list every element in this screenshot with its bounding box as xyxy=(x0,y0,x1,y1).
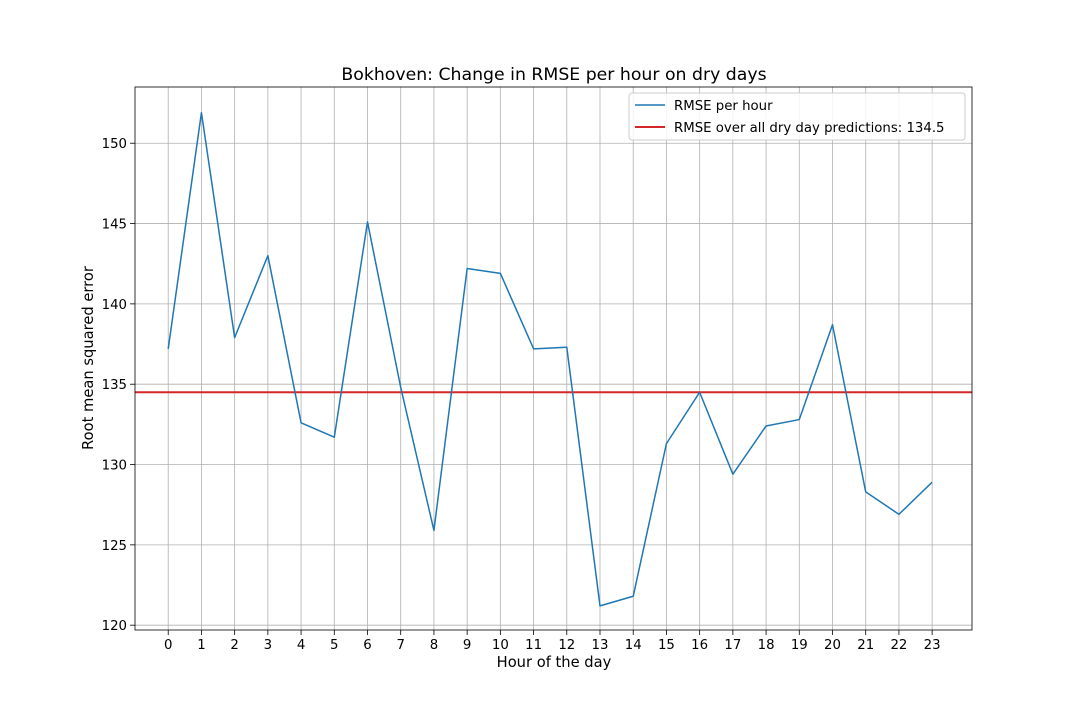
x-tick-label: 19 xyxy=(791,638,808,653)
y-tick-label: 150 xyxy=(102,137,127,152)
y-tick-label: 145 xyxy=(102,218,127,233)
x-tick-label: 14 xyxy=(625,638,642,653)
series-line-rmse-per-hour xyxy=(167,111,933,607)
x-tick-label: 18 xyxy=(758,638,775,653)
y-tick-label: 130 xyxy=(102,459,127,474)
legend-label-overall-rmse: RMSE over all dry day predictions: 134.5 xyxy=(674,121,945,136)
x-tick-label: 2 xyxy=(230,638,238,653)
y-axis-label: Root mean squared error xyxy=(80,265,97,450)
x-axis-label: Hour of the day xyxy=(497,654,612,671)
x-tick-label: 17 xyxy=(724,638,741,653)
axes xyxy=(134,86,973,631)
legend-box xyxy=(628,92,966,141)
x-tick-label: 4 xyxy=(297,638,305,653)
x-tick-label: 9 xyxy=(463,638,471,653)
y-tick-label: 135 xyxy=(102,378,127,393)
legend-label-rmse-per-hour: RMSE per hour xyxy=(674,99,773,114)
x-tick-label: 10 xyxy=(492,638,509,653)
x-tick-label: 23 xyxy=(924,638,941,653)
chart-title: Bokhoven: Change in RMSE per hour on dry… xyxy=(341,65,766,85)
x-tick-label: 1 xyxy=(197,638,205,653)
x-tick-label: 0 xyxy=(164,638,172,653)
y-tick-label: 120 xyxy=(102,619,127,634)
legend: RMSE per hour RMSE over all dry day predi… xyxy=(628,92,966,141)
x-tick-label: 7 xyxy=(396,638,404,653)
x-tick-label: 21 xyxy=(857,638,874,653)
x-tick-label: 5 xyxy=(330,638,338,653)
plot-frame xyxy=(134,86,973,631)
x-tick-label: 6 xyxy=(363,638,371,653)
x-tick-label: 13 xyxy=(592,638,609,653)
x-tick-label: 8 xyxy=(430,638,438,653)
y-axis-ticks: 120 125 130 135 140 145 150 xyxy=(102,137,135,634)
series-lines xyxy=(167,111,933,607)
x-tick-label: 11 xyxy=(525,638,542,653)
x-axis-ticks: 0 1 2 3 4 5 6 7 8 9 10 11 12 13 14 15 16 17 18 19 20 21 22 23 xyxy=(164,630,941,653)
x-tick-label: 22 xyxy=(890,638,907,653)
y-tick-label: 140 xyxy=(102,298,127,313)
x-tick-label: 16 xyxy=(691,638,708,653)
x-tick-label: 20 xyxy=(824,638,841,653)
x-tick-label: 3 xyxy=(264,638,272,653)
x-tick-label: 15 xyxy=(658,638,675,653)
x-tick-label: 12 xyxy=(558,638,575,653)
y-tick-label: 125 xyxy=(102,539,127,554)
grid-lines xyxy=(135,87,972,630)
